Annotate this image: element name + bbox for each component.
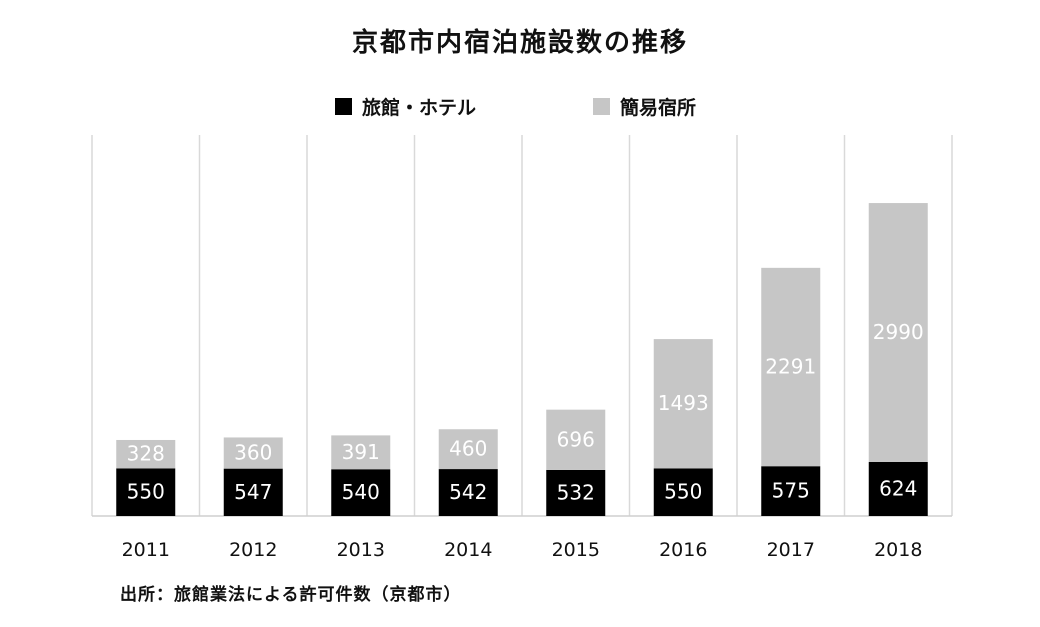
x-tick-label-2011: 2011 <box>122 539 170 561</box>
bar-label-ryokan-hotel-2012: 547 <box>234 480 272 504</box>
chart-title: 京都市内宿泊施設数の推移 <box>351 28 688 58</box>
bar-ryokan-hotel-2016 <box>653 468 713 516</box>
bar-simple-lodging-2018 <box>868 203 928 462</box>
legend-label-simple-lodging: 簡易宿所 <box>620 97 697 119</box>
bar-simple-lodging-2014 <box>438 429 498 470</box>
bar-simple-lodging-2013 <box>331 435 391 470</box>
x-tick-label-2013: 2013 <box>337 539 385 561</box>
bar-label-simple-lodging-2014: 460 <box>449 437 487 461</box>
bar-label-ryokan-hotel-2016: 550 <box>664 480 702 504</box>
bar-label-ryokan-hotel-2018: 624 <box>879 476 917 500</box>
bar-simple-lodging-2012 <box>223 437 283 469</box>
bar-label-simple-lodging-2017: 2291 <box>765 355 816 379</box>
legend: 旅館・ホテル 簡易宿所 <box>0 93 1040 123</box>
x-tick-label-2016: 2016 <box>659 539 707 561</box>
bar-simple-lodging-2017 <box>761 267 821 467</box>
bar-label-ryokan-hotel-2015: 532 <box>557 480 595 504</box>
bar-label-ryokan-hotel-2017: 575 <box>772 479 810 503</box>
bar-simple-lodging-2011 <box>116 439 176 469</box>
bar-label-simple-lodging-2018: 2990 <box>873 320 924 344</box>
x-tick-label-2018: 2018 <box>874 539 922 561</box>
x-tick-label-2017: 2017 <box>767 539 815 561</box>
bar-ryokan-hotel-2013 <box>331 469 391 516</box>
bar-label-simple-lodging-2011: 328 <box>127 442 165 466</box>
bar-label-simple-lodging-2013: 391 <box>342 440 380 464</box>
x-tick-label-2015: 2015 <box>552 539 600 561</box>
legend-label-ryokan-hotel: 旅館・ホテル <box>362 97 477 119</box>
bar-simple-lodging-2016 <box>653 339 713 469</box>
x-tick-label-2014: 2014 <box>444 539 492 561</box>
bar-ryokan-hotel-2018 <box>868 461 928 516</box>
bar-ryokan-hotel-2012 <box>223 468 283 516</box>
source-note: 出所：旅館業法による許可件数（京都市） <box>120 585 462 605</box>
bar-simple-lodging-2015 <box>546 409 606 470</box>
legend-swatch-ryokan-hotel <box>335 98 352 115</box>
legend-item-ryokan-hotel: 旅館・ホテル <box>335 93 476 120</box>
x-tick-label-2012: 2012 <box>229 539 277 561</box>
bar-label-ryokan-hotel-2013: 540 <box>342 480 380 504</box>
bar-label-ryokan-hotel-2014: 542 <box>449 480 487 504</box>
bar-ryokan-hotel-2014 <box>438 469 498 516</box>
bar-label-simple-lodging-2012: 360 <box>234 441 272 465</box>
bar-label-simple-lodging-2015: 696 <box>557 427 595 451</box>
bar-ryokan-hotel-2017 <box>761 466 821 516</box>
bar-label-simple-lodging-2016: 1493 <box>658 391 709 415</box>
legend-swatch-simple-lodging <box>593 98 610 115</box>
bar-ryokan-hotel-2011 <box>116 468 176 516</box>
bar-label-ryokan-hotel-2011: 550 <box>127 480 165 504</box>
bar-ryokan-hotel-2015 <box>546 469 606 516</box>
legend-item-simple-lodging: 簡易宿所 <box>593 93 696 120</box>
